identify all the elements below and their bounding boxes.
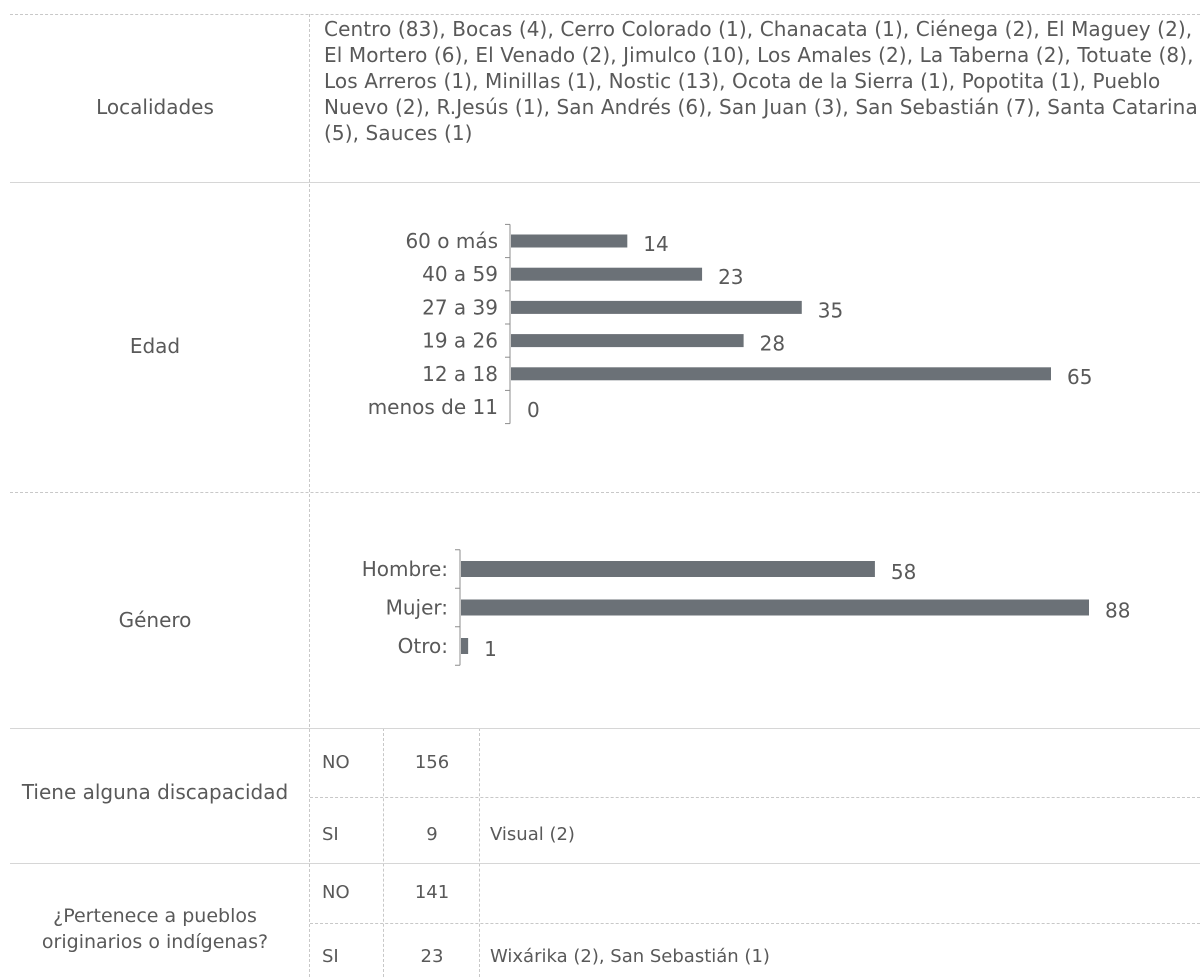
pueblos-no-answer: NO xyxy=(322,882,350,903)
pueblos-no-count: 141 xyxy=(414,882,450,903)
edad-value-label-menos-de-11: 0 xyxy=(527,398,540,422)
column-divider-count xyxy=(479,728,480,977)
genero-label: Género xyxy=(118,608,192,632)
row-divider-edad xyxy=(10,492,1200,493)
discapacidad-no-answer: NO xyxy=(322,752,350,773)
genero-category-label-hombre: Hombre: xyxy=(362,557,448,581)
edad-category-label-40-a-59: 40 a 59 xyxy=(422,262,498,286)
edad-value-label-60-o-mas: 14 xyxy=(643,232,668,256)
pueblos-si-answer: SI xyxy=(322,946,339,967)
row-divider-localidades xyxy=(10,182,1200,183)
genero-bar-chart: Hombre: 58 Mujer: 88 Otro: 1 xyxy=(362,549,1130,666)
discapacidad-si-answer: SI xyxy=(322,824,339,845)
pueblos-label: ¿Pertenece a pueblos originarios o indíg… xyxy=(41,905,269,953)
edad-value-label-19-a-26: 28 xyxy=(760,332,785,356)
edad-category-label-menos-de-11: menos de 11 xyxy=(368,395,498,419)
edad-label: Edad xyxy=(129,334,181,358)
row-divider-discapacidad xyxy=(10,863,1200,864)
genero-value-label-mujer: 88 xyxy=(1105,599,1130,623)
edad-bar-40-a-59 xyxy=(511,267,703,281)
discapacidad-si-count: 9 xyxy=(426,824,438,845)
genero-category-label-otro: Otro: xyxy=(398,634,448,658)
column-divider-answer xyxy=(383,728,384,977)
edad-bar-chart: 60 o más 14 40 a 59 23 27 a 39 35 19 a 26 28 12 … xyxy=(368,223,1092,425)
genero-bar-hombre xyxy=(461,561,875,577)
edad-value-label-40-a-59: 23 xyxy=(718,265,743,289)
genero-category-label-mujer: Mujer: xyxy=(386,596,448,620)
discapacidad-no-count: 156 xyxy=(414,752,450,773)
pueblos-si-detail: Wixárika (2), San Sebastián (1) xyxy=(490,946,770,967)
edad-bar-12-a-18 xyxy=(511,367,1051,381)
edad-bar-60-o-mas xyxy=(511,234,628,248)
pueblos-si-count: 23 xyxy=(420,946,444,967)
edad-value-label-27-a-39: 35 xyxy=(818,298,843,322)
edad-category-label-12-a-18: 12 a 18 xyxy=(422,362,498,386)
row-divider-discapacidad-no xyxy=(310,797,1200,798)
row-divider-top xyxy=(10,14,1200,15)
edad-bar-19-a-26 xyxy=(511,334,744,348)
edad-value-label-12-a-18: 65 xyxy=(1067,365,1092,389)
localidades-list: Centro (83), Bocas (4), Cerro Colorado (… xyxy=(324,17,1198,145)
row-divider-genero xyxy=(10,728,1200,729)
localidades-label: Localidades xyxy=(96,95,214,119)
discapacidad-si-detail: Visual (2) xyxy=(490,824,575,845)
column-divider xyxy=(309,14,310,977)
edad-category-label-60-o-mas: 60 o más xyxy=(405,229,498,253)
genero-value-label-otro: 1 xyxy=(484,637,497,661)
row-divider-pueblos-no xyxy=(310,923,1200,924)
edad-category-label-27-a-39: 27 a 39 xyxy=(422,295,498,319)
discapacidad-label: Tiene alguna discapacidad xyxy=(21,780,289,804)
genero-value-label-hombre: 58 xyxy=(891,560,916,584)
edad-category-label-19-a-26: 19 a 26 xyxy=(422,329,498,353)
genero-bar-otro xyxy=(461,638,469,654)
edad-bar-27-a-39 xyxy=(511,300,802,314)
genero-bar-mujer xyxy=(461,599,1089,616)
